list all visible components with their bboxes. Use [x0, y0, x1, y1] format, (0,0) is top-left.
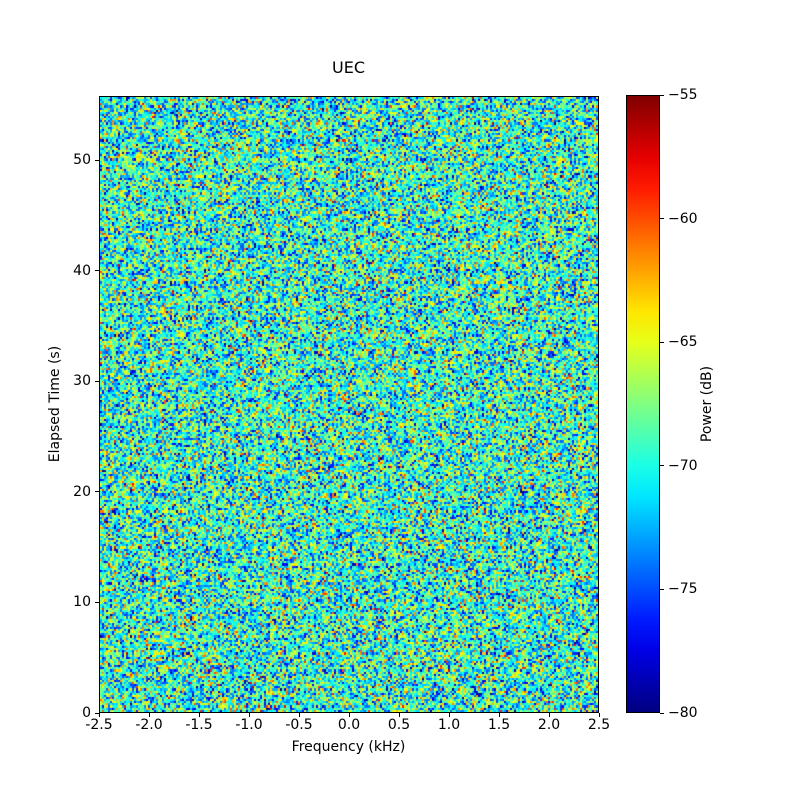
colorbar-tick-label: −70 — [668, 457, 698, 474]
x-tick-mark — [548, 713, 550, 717]
x-tick-label: -1.5 — [185, 717, 213, 733]
y-tick-label: 10 — [73, 594, 91, 611]
y-tick-label: 50 — [73, 152, 91, 169]
y-tick-label: 30 — [73, 373, 91, 390]
x-tick-label: -1.0 — [235, 717, 263, 733]
colorbar-tick-label: −65 — [668, 334, 698, 351]
spectrogram-plot-area — [99, 96, 599, 713]
colorbar-tick-mark — [660, 218, 664, 220]
x-tick-mark — [448, 713, 450, 717]
y-tick-label: 20 — [73, 483, 91, 500]
colorbar-tick-label: −75 — [668, 581, 698, 598]
x-tick-label: -2.5 — [85, 717, 113, 733]
colorbar-tick-mark — [660, 465, 664, 467]
y-tick-mark — [95, 712, 99, 714]
x-tick-mark — [498, 713, 500, 717]
colorbar-tick-mark — [660, 588, 664, 590]
x-tick-label: 1.5 — [487, 717, 511, 733]
x-tick-label: 0.5 — [387, 717, 411, 733]
x-tick-mark — [148, 713, 150, 717]
y-tick-mark — [95, 601, 99, 603]
y-tick-mark — [95, 491, 99, 493]
x-tick-mark — [198, 713, 200, 717]
x-tick-mark — [298, 713, 300, 717]
x-tick-mark — [348, 713, 350, 717]
colorbar-tick-label: −60 — [668, 210, 698, 227]
colorbar-tick-label: −55 — [668, 87, 698, 103]
y-axis-label: Elapsed Time (s) — [47, 345, 63, 463]
x-tick-label: 2.0 — [537, 717, 561, 733]
spectrogram-canvas — [100, 97, 598, 712]
y-tick-mark — [95, 159, 99, 161]
y-tick-label: 40 — [73, 262, 91, 279]
x-tick-mark — [598, 713, 600, 717]
x-tick-label: 1.0 — [437, 717, 461, 733]
colorbar-label: Power (dB) — [699, 365, 715, 443]
x-axis-label: Frequency (kHz) — [291, 739, 406, 755]
x-tick-label: 2.5 — [587, 717, 611, 733]
x-tick-label: 0.0 — [337, 717, 361, 733]
colorbar — [626, 95, 660, 713]
x-tick-mark — [398, 713, 400, 717]
colorbar-tick-mark — [660, 94, 664, 96]
x-tick-label: -0.5 — [285, 717, 313, 733]
y-tick-mark — [95, 380, 99, 382]
title-line-main: UEC — [332, 58, 365, 77]
y-tick-label: 0 — [82, 705, 91, 721]
x-tick-label: -2.0 — [135, 717, 163, 733]
y-tick-mark — [95, 270, 99, 272]
colorbar-tick-mark — [660, 712, 664, 714]
x-tick-mark — [98, 713, 100, 717]
colorbar-tick-mark — [660, 341, 664, 343]
colorbar-tick-label: −80 — [668, 705, 698, 721]
x-tick-mark — [248, 713, 250, 717]
